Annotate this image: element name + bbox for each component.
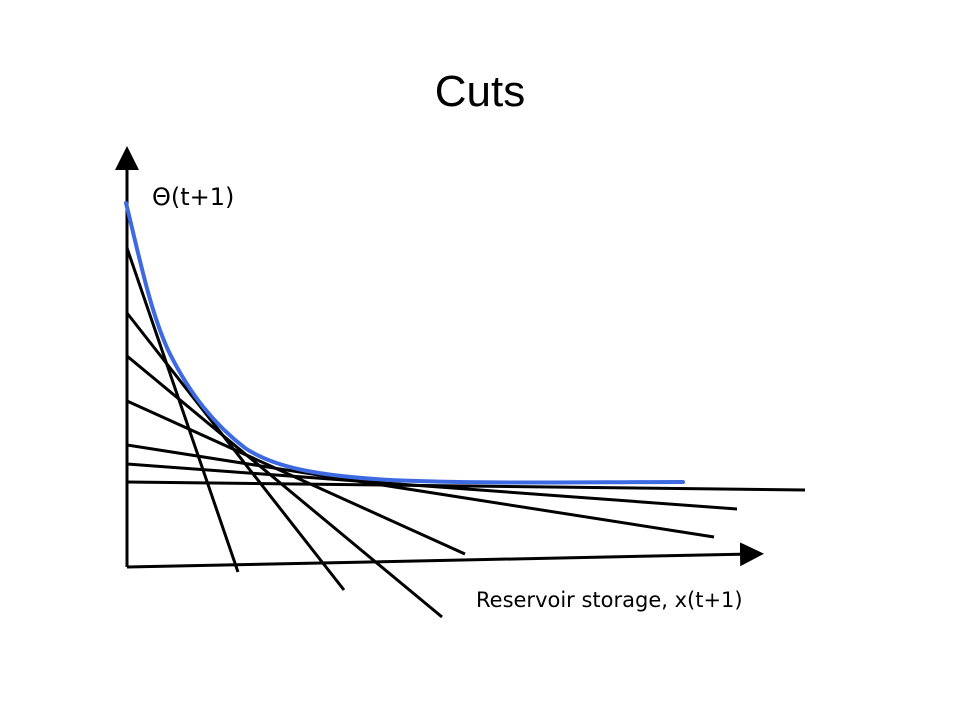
- future-cost-curve: [124, 201, 685, 485]
- cut-line-1: [125, 247, 240, 573]
- x-axis-label: Reservoir storage, x(t+1): [476, 588, 743, 612]
- cut-line-7: [126, 480, 806, 492]
- cut-line-5: [126, 443, 715, 539]
- slide-title: Cuts: [434, 67, 526, 116]
- cut-lines: [125, 247, 806, 619]
- y-axis-label: Θ(t+1): [152, 183, 234, 211]
- x-axis: [126, 542, 764, 569]
- cut-line-3: [126, 354, 443, 619]
